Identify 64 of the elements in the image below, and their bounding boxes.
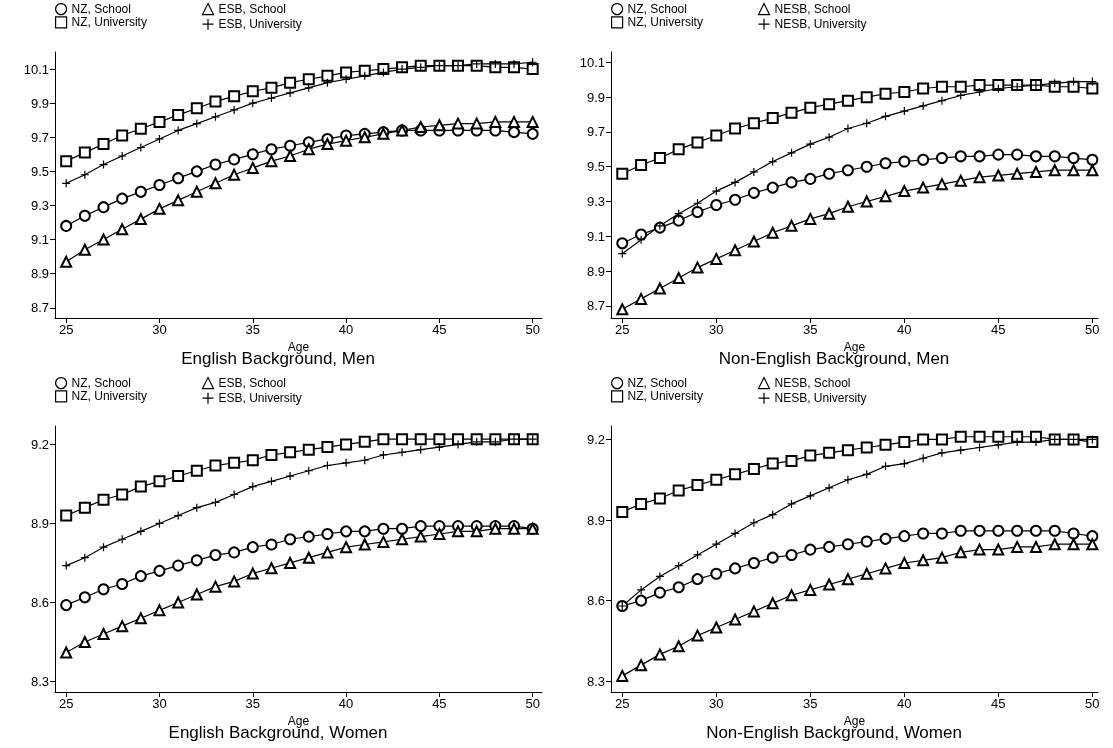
y-tick-label: 9.1 [30, 232, 49, 248]
y-tick-label: 9.3 [586, 194, 605, 210]
legend-label: NESB, School [774, 376, 851, 391]
y-tick-label: 8.6 [30, 594, 49, 610]
y-tick-label: 8.3 [586, 673, 605, 689]
x-tick-label: 25 [58, 696, 74, 711]
legend-label: NZ, School [71, 2, 131, 17]
legend-label: NZ, University [71, 389, 147, 404]
legend-label: NESB, University [774, 17, 867, 32]
legend-label: NZ, School [627, 2, 687, 17]
x-tick-label: 30 [709, 322, 724, 337]
y-tick-label: 9.5 [586, 159, 605, 175]
y-tick-label: 10.1 [579, 54, 605, 70]
y-tick-label: 9.7 [30, 129, 49, 145]
legend-label: ESB, University [218, 17, 302, 32]
legend-label: NZ, School [71, 376, 131, 391]
legend-label: NESB, University [774, 391, 867, 406]
x-tick-label: 50 [525, 322, 540, 337]
y-tick-label: 9.9 [30, 95, 49, 111]
legend-label: NZ, School [627, 376, 687, 391]
x-tick-label: 40 [338, 696, 354, 711]
y-tick-label: 9.9 [586, 89, 605, 105]
legend-label: NESB, School [774, 2, 851, 17]
x-tick-label: 50 [1085, 696, 1100, 711]
legend-label: ESB, University [218, 391, 302, 406]
y-tick-label: 8.9 [30, 266, 49, 282]
y-tick-label: 9.3 [30, 197, 49, 213]
y-tick-label: 9.1 [586, 228, 605, 244]
y-tick-label: 8.7 [30, 300, 49, 316]
x-tick-label: 35 [245, 322, 261, 337]
x-tick-label: 25 [615, 322, 630, 337]
x-tick-label: 30 [709, 696, 724, 711]
x-tick-label: 35 [245, 696, 261, 711]
x-tick-label: 40 [897, 322, 912, 337]
y-tick-label: 10.1 [23, 61, 49, 77]
legend-label: NZ, University [627, 15, 703, 30]
y-tick-label: 9.2 [586, 431, 605, 447]
x-tick-label: 30 [152, 322, 167, 337]
y-tick-label: 9.5 [30, 163, 49, 179]
x-tick-label: 35 [803, 696, 818, 711]
y-tick-label: 8.9 [586, 263, 605, 279]
legend-label: ESB, School [218, 2, 286, 17]
x-tick-label: 25 [58, 322, 74, 337]
y-tick-label: 8.9 [30, 515, 49, 531]
x-tick-label: 40 [897, 696, 912, 711]
x-tick-label: 45 [432, 696, 447, 711]
x-tick-label: 45 [991, 322, 1006, 337]
x-tick-label: 25 [615, 696, 630, 711]
y-tick-label: 8.7 [586, 298, 605, 314]
legend-label: ESB, School [218, 376, 286, 391]
x-tick-label: 45 [991, 696, 1006, 711]
x-tick-label: 50 [1085, 322, 1100, 337]
y-tick-label: 9.2 [30, 436, 49, 452]
y-tick-label: 8.9 [586, 512, 605, 528]
y-tick-label: 8.6 [586, 593, 605, 609]
x-tick-label: 35 [803, 322, 818, 337]
x-tick-label: 40 [338, 322, 354, 337]
y-tick-label: 9.7 [586, 124, 605, 140]
legend-label: NZ, University [71, 15, 147, 30]
x-tick-label: 30 [152, 696, 167, 711]
legend-label: NZ, University [627, 389, 703, 404]
y-tick-label: 8.3 [30, 673, 49, 689]
x-tick-label: 50 [525, 696, 540, 711]
x-tick-label: 45 [432, 322, 447, 337]
